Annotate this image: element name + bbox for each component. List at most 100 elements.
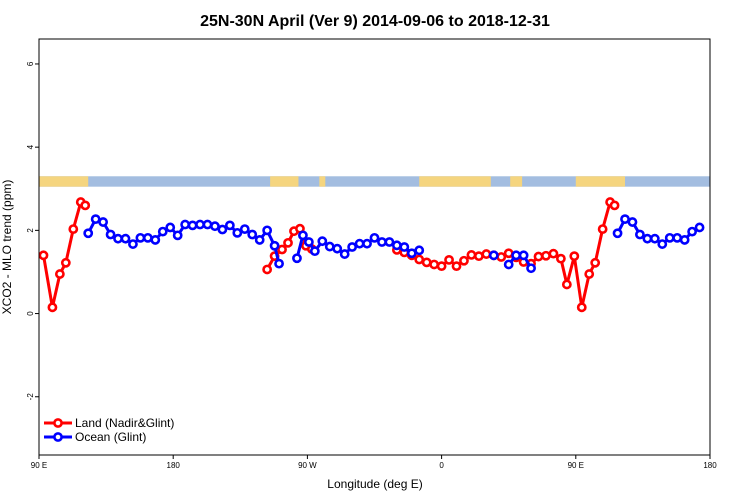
x-axis-title: Longitude (deg E) — [327, 477, 422, 491]
land-band — [319, 176, 326, 187]
ocean-series-point — [157, 226, 168, 237]
y-axis: -2 0 2 4 6 — [26, 61, 39, 400]
ocean-series-point — [369, 232, 380, 243]
ocean-series-point — [83, 228, 94, 239]
ocean-series-point — [664, 232, 675, 243]
ocean-series-point — [254, 235, 265, 245]
ocean-series-point — [113, 233, 123, 244]
y-tick-label: 4 — [26, 144, 35, 149]
ocean-series-point — [642, 233, 653, 244]
ocean-series-point — [377, 237, 387, 247]
land-series-point — [429, 259, 440, 270]
ocean-series — [83, 214, 705, 274]
ocean-series-point — [135, 232, 146, 243]
land-series-point — [68, 224, 79, 235]
ocean-series-point — [635, 229, 645, 240]
land-series-point — [555, 253, 566, 264]
ocean-series-point — [128, 239, 138, 249]
y-tick-label: 0 — [26, 311, 35, 316]
land-series-point — [481, 249, 492, 259]
ocean-series-point — [384, 237, 395, 247]
ocean-series-point — [511, 250, 522, 261]
land-series-point — [451, 261, 462, 272]
ocean-series-point — [399, 242, 410, 252]
y-axis-title: XCO2 - MLO trend (ppm) — [0, 180, 14, 315]
land-series-point — [590, 257, 601, 268]
land-series-point — [569, 251, 580, 262]
x-tick-label: 180 — [703, 461, 717, 470]
x-tick-label: 0 — [439, 461, 444, 470]
land-series-point — [503, 248, 514, 259]
ocean-series-point — [142, 232, 153, 243]
series-layer — [38, 197, 705, 313]
ocean-series-point — [165, 222, 176, 233]
ocean-series-point — [187, 220, 198, 231]
ocean-series-point — [406, 248, 417, 259]
land-series-point — [436, 261, 447, 272]
legend: Land (Nadir&Glint)Ocean (Glint) — [44, 416, 174, 444]
ocean-series-point — [90, 214, 101, 225]
land-series-point — [548, 248, 559, 259]
ocean-series-point — [503, 259, 514, 270]
ocean-series-point — [202, 219, 213, 230]
ocean-series-point — [526, 263, 536, 274]
ocean-series-point — [332, 243, 343, 254]
land-series-point — [421, 257, 432, 268]
ocean-series-point — [239, 224, 250, 235]
plot-frame — [38, 38, 711, 456]
y-tick-label: -2 — [26, 393, 35, 401]
ocean-series-point — [354, 238, 365, 249]
ocean-series-point — [672, 232, 683, 243]
legend-swatch-point — [53, 432, 63, 442]
land-series-point — [47, 302, 58, 313]
land-series-point — [283, 237, 293, 248]
land-band — [575, 176, 626, 187]
ocean-series-point — [679, 235, 690, 245]
ocean-series-point — [627, 217, 638, 227]
x-tick-label: 90 W — [298, 461, 317, 470]
land-series-point — [576, 302, 587, 313]
ocean-series-point — [391, 240, 402, 251]
land-series-point — [541, 250, 551, 261]
land-band — [270, 176, 299, 187]
land-series-point — [277, 244, 287, 255]
land-series-point — [561, 279, 572, 290]
land-series-point — [262, 264, 273, 275]
ocean-series-point — [339, 249, 350, 259]
x-tick-label: 90 E — [568, 461, 584, 470]
ocean-series-point — [292, 253, 302, 264]
ocean-series-point — [298, 230, 308, 241]
land-series-point — [60, 257, 71, 268]
ocean-series-point — [98, 217, 109, 227]
ocean-series-point — [488, 250, 499, 261]
ocean-series-point — [269, 240, 280, 251]
land-series-point — [459, 255, 469, 266]
ocean-series-point — [150, 235, 161, 245]
ocean-series-point — [217, 224, 228, 235]
ocean-series-point — [362, 238, 372, 249]
ocean-series-point — [195, 219, 205, 230]
ocean-series-point — [620, 214, 630, 225]
ocean-band — [39, 176, 710, 187]
ocean-series-point — [224, 220, 235, 231]
ocean-series-point — [180, 219, 191, 230]
ocean-series-point — [247, 229, 258, 240]
land-series-point — [609, 200, 620, 211]
ocean-series-point — [317, 236, 328, 247]
land-series — [38, 197, 620, 313]
land-band — [510, 176, 523, 187]
land-series-point — [496, 252, 507, 262]
ocean-series-point — [694, 222, 705, 233]
ocean-series-point — [518, 250, 529, 261]
ocean-series-point — [303, 237, 314, 247]
legend-label: Land (Nadir&Glint) — [75, 416, 174, 430]
ocean-series-point — [324, 241, 335, 252]
land-series-point — [597, 224, 608, 235]
x-tick-label: 180 — [167, 461, 181, 470]
chart-title: 25N-30N April (Ver 9) 2014-09-06 to 2018… — [200, 13, 550, 30]
ocean-series-point — [262, 225, 273, 236]
ocean-series-point — [232, 227, 243, 238]
ocean-series-point — [172, 230, 183, 241]
land-series-point — [414, 254, 425, 265]
